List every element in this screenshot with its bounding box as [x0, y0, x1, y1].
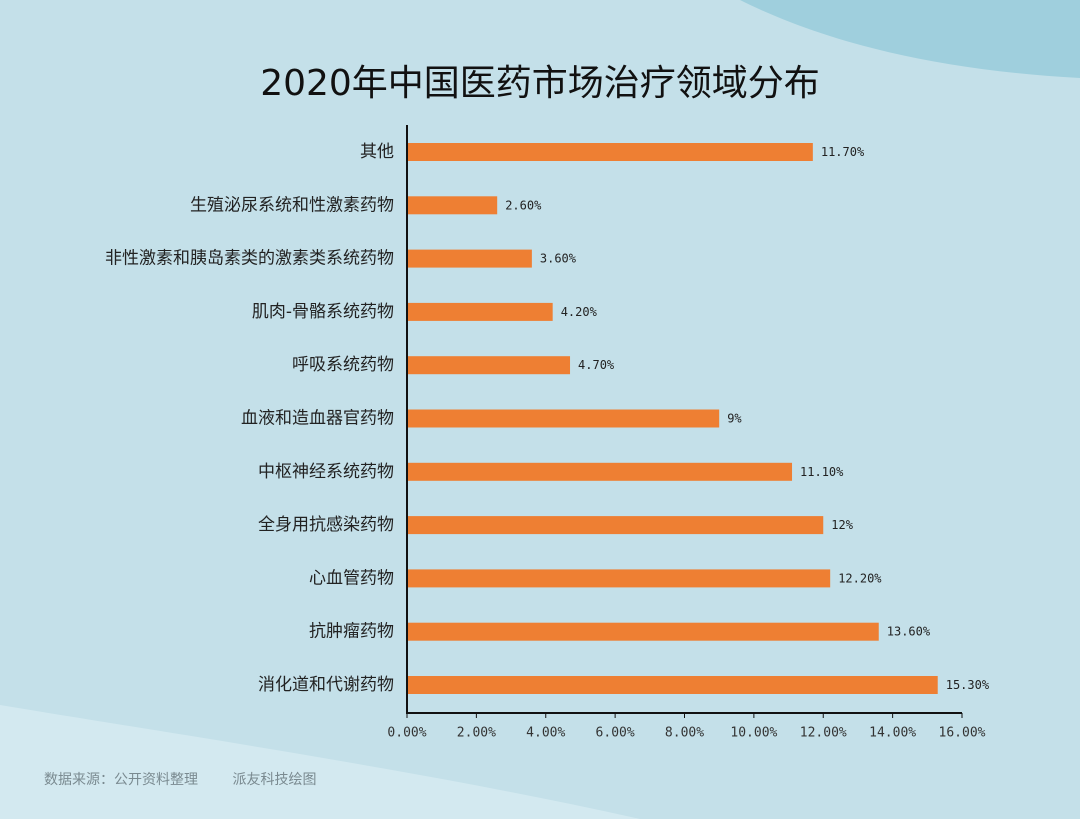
bar	[407, 249, 532, 268]
bar	[407, 516, 824, 535]
x-tick-label: 0.00%	[387, 726, 426, 741]
bottom-left-wave	[0, 705, 640, 819]
data-label: 2.60%	[505, 198, 542, 212]
bar	[407, 676, 938, 694]
bar	[407, 569, 831, 588]
x-tick-label: 2.00%	[457, 726, 496, 741]
bar	[407, 622, 879, 641]
category-label: 生殖泌尿系统和性激素药物	[190, 195, 394, 215]
bar	[407, 302, 553, 321]
data-label: 13.60%	[887, 625, 931, 639]
chart-footer: 数据来源：公开资料整理 派友科技绘图	[44, 769, 316, 789]
category-label: 全身用抗感染药物	[258, 515, 394, 535]
x-tick-label: 12.00%	[800, 726, 847, 741]
category-label: 非性激素和胰岛素类的激素类系统药物	[105, 249, 394, 269]
top-right-wave	[740, 0, 1080, 78]
x-tick-label: 14.00%	[869, 726, 916, 741]
bar	[407, 409, 720, 428]
bar	[407, 462, 793, 481]
x-tick-label: 4.00%	[526, 726, 565, 741]
category-label: 呼吸系统药物	[292, 355, 394, 375]
category-label: 消化道和代谢药物	[258, 675, 394, 695]
bar	[407, 143, 813, 161]
data-label: 12.20%	[838, 571, 882, 585]
data-label: 11.70%	[821, 145, 865, 159]
data-label: 4.70%	[578, 358, 615, 372]
x-tick-label: 10.00%	[730, 726, 777, 741]
data-label: 4.20%	[561, 305, 598, 319]
category-label: 肌肉-骨骼系统药物	[252, 302, 394, 322]
data-label: 15.30%	[946, 678, 990, 692]
chart-credit: 派友科技绘图	[232, 772, 317, 788]
data-label: 12%	[831, 518, 853, 532]
category-label: 其他	[360, 142, 394, 162]
x-tick-label: 8.00%	[665, 726, 704, 741]
data-label: 9%	[727, 412, 742, 426]
category-label: 血液和造血器官药物	[241, 409, 394, 429]
x-tick-label: 6.00%	[596, 726, 635, 741]
data-label: 11.10%	[800, 465, 844, 479]
chart-title: 2020年中国医药市场治疗领域分布	[260, 63, 820, 104]
category-label: 抗肿瘤药物	[309, 622, 394, 642]
data-label: 3.60%	[540, 252, 577, 266]
x-tick-label: 16.00%	[939, 726, 986, 741]
category-label: 中枢神经系统药物	[258, 462, 394, 482]
category-label: 心血管药物	[309, 568, 394, 588]
bar	[407, 196, 498, 215]
bar	[407, 356, 571, 375]
data-source-note: 数据来源：公开资料整理	[44, 772, 198, 788]
